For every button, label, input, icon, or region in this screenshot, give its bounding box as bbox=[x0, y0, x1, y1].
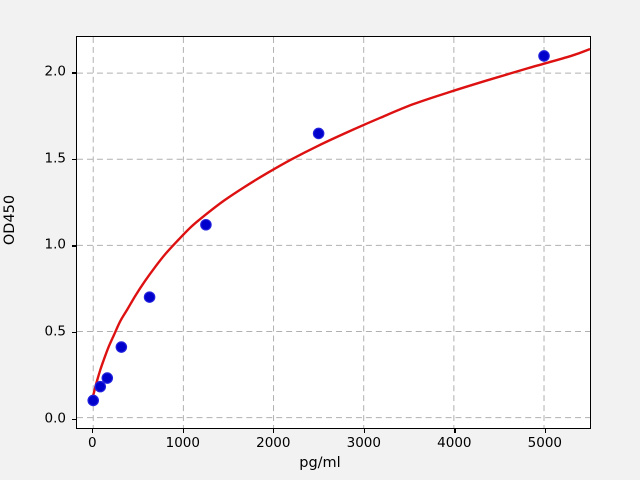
x-axis-label: pg/ml bbox=[299, 455, 341, 471]
x-tick-label: 4000 bbox=[437, 435, 472, 451]
y-tick-label: 1.5 bbox=[44, 150, 66, 167]
curve-path bbox=[92, 47, 591, 396]
x-tick-label: 0 bbox=[87, 435, 97, 451]
fitted-curve bbox=[92, 47, 591, 396]
data-point-markers[interactable] bbox=[77, 37, 590, 428]
x-tick-mark bbox=[273, 429, 275, 433]
data-point-marker[interactable] bbox=[94, 380, 107, 393]
x-tick-label: 2000 bbox=[256, 435, 291, 451]
y-tick-label: 0.5 bbox=[44, 323, 66, 340]
data-point-marker[interactable] bbox=[115, 341, 128, 353]
x-tick-mark bbox=[182, 429, 184, 433]
gridlines bbox=[77, 37, 590, 428]
x-tick-label: 5000 bbox=[527, 435, 563, 451]
y-tick-label: 0.0 bbox=[44, 409, 66, 426]
y-tick-mark bbox=[72, 332, 76, 334]
x-tick-mark bbox=[454, 429, 456, 433]
x-tick-mark bbox=[363, 429, 365, 433]
y-tick-mark bbox=[72, 418, 76, 420]
x-tick-mark bbox=[544, 429, 547, 433]
data-point-marker[interactable] bbox=[312, 127, 325, 140]
y-tick-label: 1.0 bbox=[44, 236, 66, 253]
x-tick-mark bbox=[92, 429, 94, 433]
data-point-marker[interactable] bbox=[143, 291, 156, 303]
x-tick-label: 1000 bbox=[165, 435, 200, 451]
data-point-marker[interactable] bbox=[101, 372, 114, 384]
y-tick-mark bbox=[72, 245, 76, 247]
data-point-marker[interactable] bbox=[200, 218, 212, 231]
y-axis-label: OD450 bbox=[2, 194, 18, 246]
plot-area bbox=[76, 36, 591, 429]
y-tick-mark bbox=[72, 158, 76, 161]
data-point-marker[interactable] bbox=[538, 50, 550, 62]
y-tick-label: 2.0 bbox=[44, 63, 66, 80]
x-tick-label: 3000 bbox=[346, 435, 381, 451]
y-tick-mark bbox=[72, 72, 76, 74]
data-point-marker[interactable] bbox=[87, 394, 100, 407]
